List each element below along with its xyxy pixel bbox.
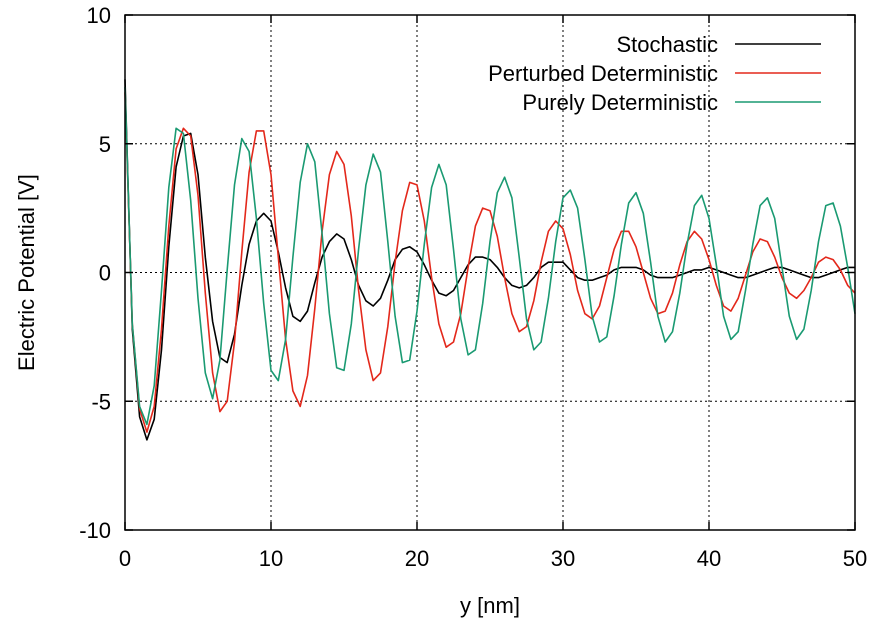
axis-ticks: 0 10 20 30 40 50 -10 -5 0 5 10 — [79, 3, 867, 571]
x-axis-label: y [nm] — [460, 593, 520, 618]
x-tick-label: 40 — [697, 546, 721, 571]
legend: Stochastic Perturbed Deterministic Purely … — [488, 32, 821, 115]
series-lines — [124, 79, 856, 441]
y-tick-label: -5 — [91, 389, 111, 414]
x-tick-label: 50 — [843, 546, 867, 571]
x-tick-label: 30 — [551, 546, 575, 571]
y-axis-label: Electric Potential [V] — [14, 174, 39, 371]
y-tick-label: 0 — [99, 261, 111, 286]
series-line-perturbed-deterministic — [124, 92, 856, 433]
x-tick-label: 0 — [119, 546, 131, 571]
legend-label-stochastic: Stochastic — [617, 32, 719, 57]
legend-label-purely-deterministic: Purely Deterministic — [522, 90, 718, 115]
x-tick-label: 10 — [259, 546, 283, 571]
legend-label-perturbed-deterministic: Perturbed Deterministic — [488, 61, 718, 86]
y-tick-label: 5 — [99, 132, 111, 157]
series-line-stochastic — [124, 79, 855, 441]
grid-lines — [125, 15, 855, 530]
series-line-purely-deterministic — [124, 87, 856, 426]
x-tick-label: 20 — [405, 546, 429, 571]
y-tick-label: -10 — [79, 518, 111, 543]
y-tick-label: 10 — [87, 3, 111, 28]
